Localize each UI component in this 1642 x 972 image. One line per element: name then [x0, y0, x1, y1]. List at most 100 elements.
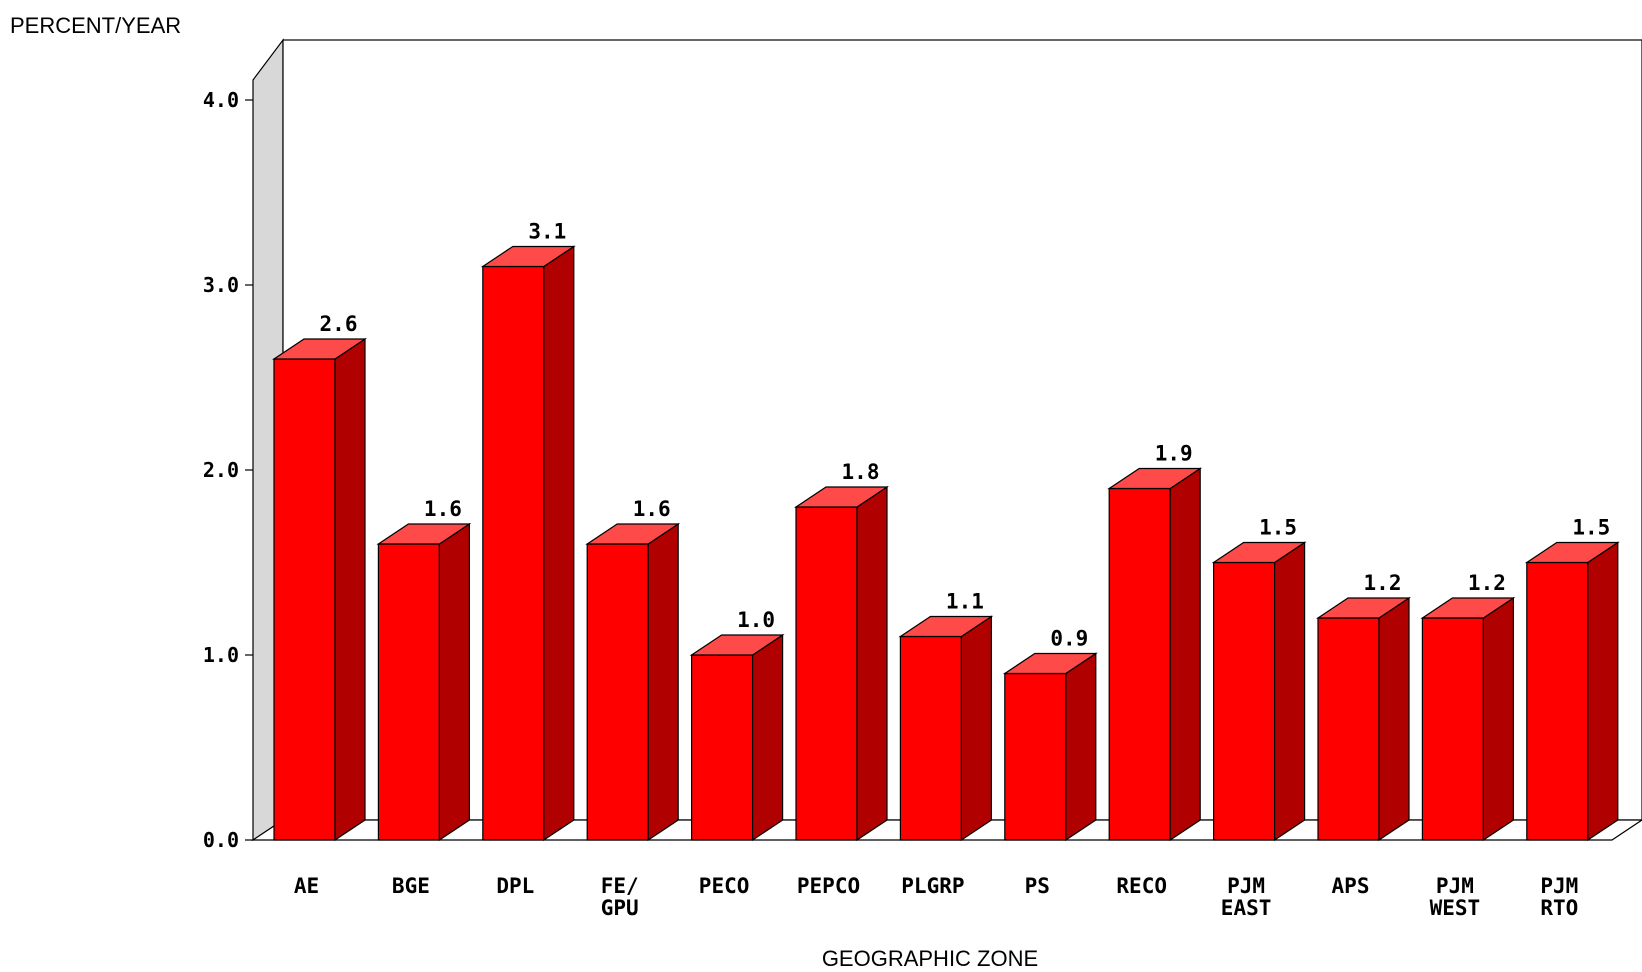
bar-top — [898, 615, 994, 638]
bar: 1.9 — [1107, 442, 1203, 842]
bar-top — [794, 486, 889, 508]
bar-value-label: 1.8 — [842, 460, 880, 484]
category-label-line: AE — [294, 874, 319, 898]
bar-front — [273, 358, 336, 841]
bar: 3.1 — [480, 220, 576, 842]
bar-top — [1316, 597, 1411, 619]
bar-value-label: 1.9 — [1155, 442, 1193, 466]
bar: 1.6 — [376, 497, 472, 842]
bar: 1.2 — [1316, 571, 1411, 842]
bar-value-label: 1.0 — [737, 608, 775, 632]
category-label-line: BGE — [392, 874, 430, 898]
bar: 0.9 — [1002, 627, 1098, 842]
bar: 1.2 — [1420, 571, 1516, 842]
bar: 1.0 — [689, 608, 785, 842]
category-label-line: GPU — [601, 896, 639, 920]
bar-side — [1587, 541, 1619, 842]
category-label-line: PECO — [699, 874, 750, 898]
bar-value-label: 1.6 — [633, 497, 671, 521]
category-label: PLGRP — [901, 874, 964, 898]
y-tick-label: 0.0 — [203, 828, 239, 852]
category-label-line: PS — [1025, 874, 1050, 898]
category-label-line: WEST — [1430, 896, 1481, 920]
bar-front — [1108, 487, 1171, 841]
bar: 1.1 — [898, 590, 994, 842]
y-axis-label: PERCENT/YEAR — [10, 13, 181, 38]
y-tick-label: 2.0 — [203, 458, 239, 482]
bar-side — [438, 522, 470, 842]
bar-top — [272, 338, 367, 360]
bar-top — [1524, 541, 1620, 564]
category-label-line: PLGRP — [901, 874, 964, 898]
bar-top — [376, 523, 472, 545]
category-label: PS — [1025, 874, 1050, 898]
bar-front — [899, 635, 963, 841]
category-label: AE — [294, 874, 319, 898]
y-tick-label: 4.0 — [203, 88, 239, 112]
bar-top — [480, 245, 576, 268]
bar-top — [1002, 652, 1098, 675]
bar-top — [1420, 597, 1516, 619]
bar-front — [377, 543, 440, 841]
category-label: PEPCO — [797, 874, 860, 898]
bar: 2.6 — [272, 312, 367, 842]
bar-side — [647, 522, 679, 842]
category-label: PECO — [699, 874, 750, 898]
bar-value-label: 1.5 — [1259, 516, 1297, 540]
category-label: FE/GPU — [601, 874, 639, 920]
category-label-line: FE/ — [601, 874, 639, 898]
category-label-line: RTO — [1540, 896, 1578, 920]
category-label-line: PEPCO — [797, 874, 860, 898]
category-label: PJM RTO — [1540, 874, 1578, 920]
bar-value-label: 3.1 — [528, 220, 566, 244]
category-label-line: PJM — [1436, 874, 1474, 898]
bar-side — [751, 633, 784, 842]
bar-front — [482, 265, 545, 841]
bar-front — [795, 506, 858, 841]
bar-side — [1273, 541, 1306, 842]
category-label-line: APS — [1332, 874, 1370, 898]
bar-side — [334, 337, 366, 842]
bar-side — [960, 615, 993, 842]
bars: 2.6 1.6 3.1 1.6 1.0 1.8 1.1 0.9 1.9 1.5 1.2 1.2 1.5 — [272, 220, 1620, 842]
category-label: PJM WEST — [1430, 874, 1481, 920]
category-label-line: EAST — [1221, 896, 1272, 920]
category-label: BGE — [392, 874, 430, 898]
bar: 1.5 — [1524, 516, 1620, 842]
bar-value-label: 1.2 — [1364, 571, 1402, 595]
bar-front — [1212, 561, 1276, 841]
bar-top — [1211, 541, 1307, 564]
bar-top — [585, 523, 681, 545]
bar-value-label: 1.6 — [424, 497, 462, 521]
category-label-line: RECO — [1116, 874, 1167, 898]
bar-value-label: 0.9 — [1050, 627, 1088, 651]
bar-value-label: 2.6 — [320, 312, 358, 336]
bar: 1.5 — [1211, 516, 1307, 842]
category-label-line: PJM — [1227, 874, 1265, 898]
category-label: PJM EAST — [1221, 874, 1272, 920]
bar-front — [1004, 672, 1067, 841]
category-label-line: PJM — [1540, 874, 1578, 898]
bar-side — [856, 485, 888, 842]
category-label: DPL — [496, 874, 534, 898]
bar-front — [1317, 617, 1380, 841]
bar-front — [586, 543, 649, 841]
bar-value-label: 1.1 — [946, 590, 984, 614]
y-tick-label: 3.0 — [203, 273, 239, 297]
x-axis-label: GEOGRAPHIC ZONE — [822, 946, 1038, 971]
bar-side — [1482, 596, 1515, 842]
bar-side — [1169, 467, 1201, 842]
category-label: RECO — [1116, 874, 1167, 898]
bar-front — [690, 654, 754, 841]
bar-side — [1378, 596, 1410, 842]
bar-top — [689, 634, 785, 656]
category-label-line: DPL — [496, 874, 534, 898]
bar-value-label: 1.2 — [1468, 571, 1506, 595]
category-label: APS — [1332, 874, 1370, 898]
y-tick-label: 1.0 — [203, 643, 239, 667]
bar-value-label: 1.5 — [1572, 516, 1610, 540]
bar-front — [1421, 617, 1485, 841]
bar-top — [1107, 467, 1203, 490]
